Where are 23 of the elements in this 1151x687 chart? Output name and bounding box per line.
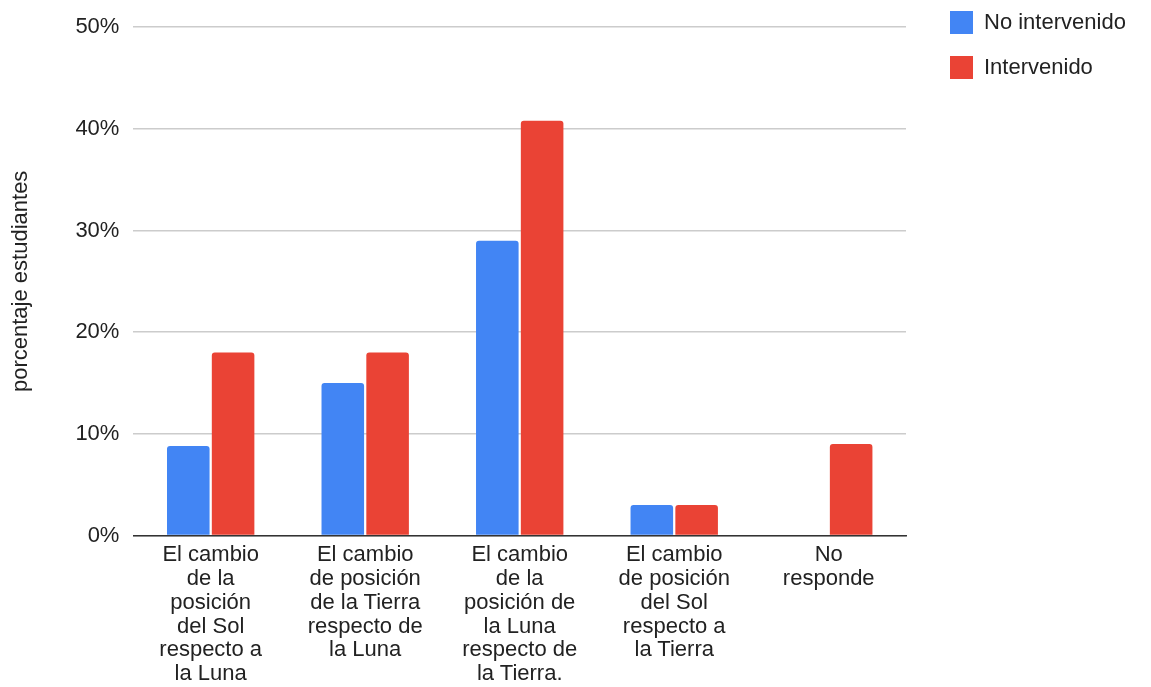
bar (321, 382, 365, 535)
bar (675, 504, 718, 535)
y-axis-title: porcentaje estudiantes (7, 170, 33, 393)
x-tick-label: El cambio de posición del Sol respecto a la Tierra (618, 541, 730, 662)
bar (829, 443, 873, 535)
bar (630, 504, 674, 535)
y-tick-label: 10% (75, 419, 120, 445)
x-tick-label: El cambio de la posición de la Luna respecto de la Tierra. (462, 541, 578, 686)
y-tick-label: 30% (75, 216, 120, 242)
bar (476, 240, 519, 535)
y-tick-label: 0% (87, 521, 120, 547)
y-tick-label: 50% (75, 13, 120, 39)
bar (520, 120, 564, 535)
x-tick-label: El cambio de la posición del Sol respecto a la Luna (159, 541, 263, 686)
y-tick-label: 20% (75, 318, 120, 344)
x-tick-label: El cambio de posición de la Tierra respecto de la Luna (307, 541, 423, 662)
x-tick-label: No responde (782, 541, 875, 591)
y-tick-label: 40% (75, 114, 120, 140)
bar (366, 352, 409, 535)
legend-label: No intervenido (984, 8, 1126, 34)
legend-label: Intervenido (984, 53, 1093, 79)
bar (211, 352, 255, 535)
bar (167, 445, 210, 535)
